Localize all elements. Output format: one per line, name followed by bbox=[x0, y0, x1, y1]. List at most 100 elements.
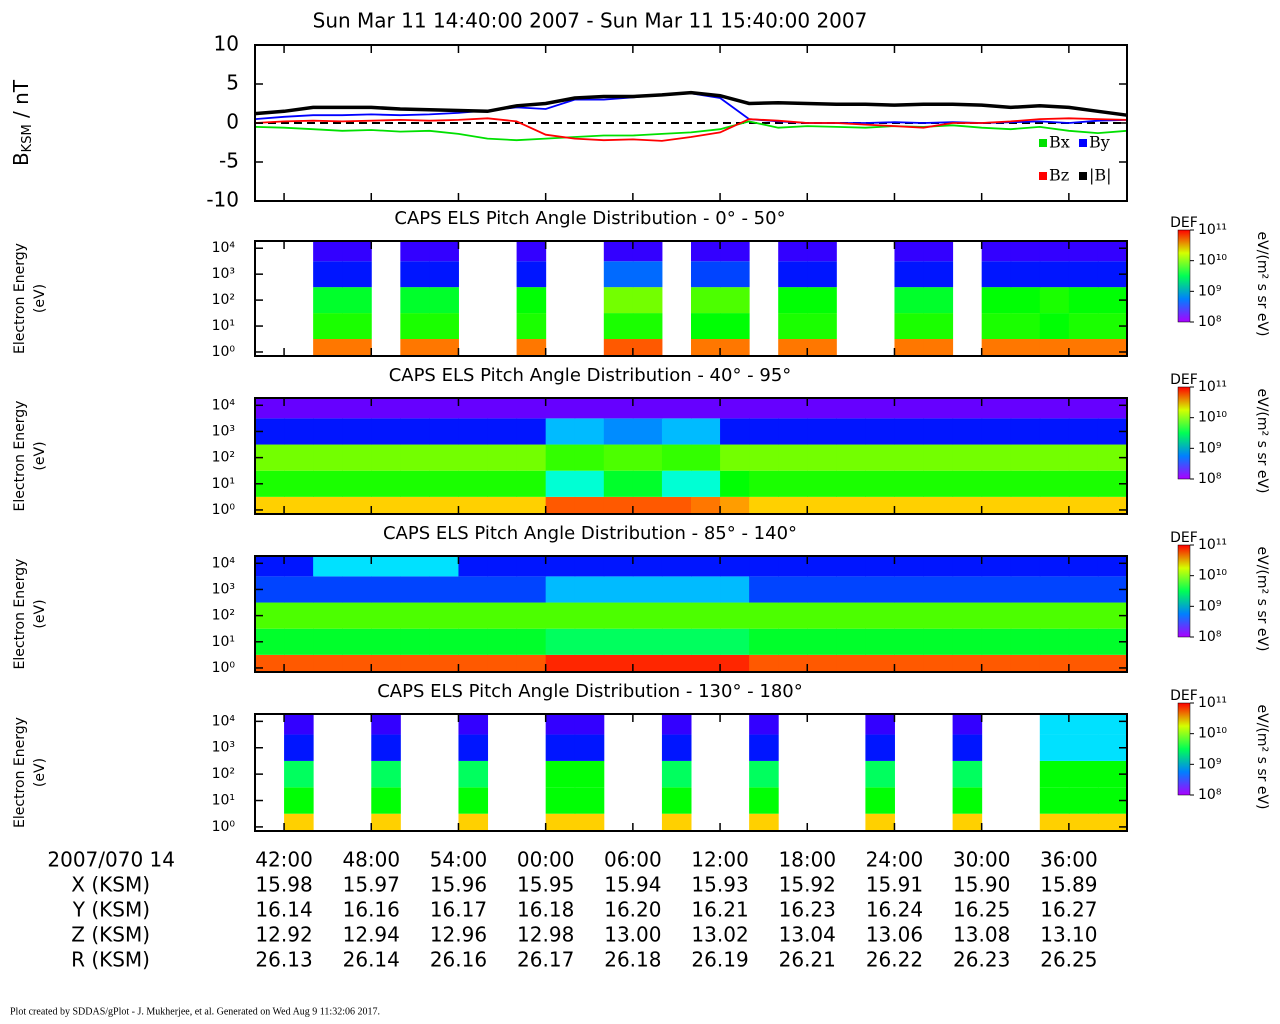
colorbar-tick-label: 10⁸ bbox=[1198, 471, 1222, 487]
spectrogram-cell bbox=[632, 287, 663, 314]
spectrogram-cell bbox=[458, 714, 489, 735]
spectrogram-cell bbox=[1010, 556, 1041, 577]
spectrogram-cell bbox=[661, 714, 692, 735]
spectrogram-cell bbox=[342, 496, 372, 514]
colorbar bbox=[1177, 544, 1191, 638]
colorbar-unit: eV/(m² s sr eV) bbox=[1254, 389, 1270, 494]
spectrogram-cell bbox=[429, 313, 459, 340]
spectrogram-cell bbox=[1010, 602, 1041, 629]
colorbar-tick-label: 10¹¹ bbox=[1198, 695, 1227, 711]
spectrogram-cell bbox=[807, 444, 837, 471]
ephemeris-value: 16.18 bbox=[517, 898, 574, 922]
spectrogram-cell bbox=[1010, 470, 1041, 497]
spectrogram-cell bbox=[545, 602, 576, 629]
plot-frame bbox=[254, 555, 1128, 673]
legend-label: Bz bbox=[1049, 166, 1069, 185]
spectrogram-cell bbox=[807, 287, 837, 314]
spectrogram-cell bbox=[952, 496, 983, 514]
spectrogram-cell bbox=[661, 418, 692, 445]
spectrogram-cell bbox=[429, 576, 459, 603]
y-axis-label: Electron Energy bbox=[12, 717, 28, 828]
spectrogram-cell bbox=[1068, 787, 1099, 814]
x-tick-label: 06:00 bbox=[604, 848, 662, 872]
colorbar-label: DEF bbox=[1170, 530, 1198, 546]
spectrogram-cell bbox=[574, 787, 605, 814]
ephemeris-value: 26.21 bbox=[779, 948, 836, 972]
spectrogram-cell bbox=[255, 556, 285, 577]
spectrogram-cell bbox=[429, 496, 459, 514]
spectrogram-cell bbox=[778, 418, 808, 445]
spectrogram-cell bbox=[429, 654, 459, 672]
spectrogram-cell bbox=[923, 287, 954, 314]
spectrogram-cell bbox=[632, 496, 663, 514]
legend-swatch bbox=[1079, 172, 1087, 180]
spectrogram-cell bbox=[603, 628, 634, 655]
ephemeris-value: 26.17 bbox=[517, 948, 574, 972]
ephemeris-value: 12.92 bbox=[255, 923, 312, 947]
spectrogram-cell bbox=[836, 556, 866, 577]
y-tick-label: 0 bbox=[226, 110, 239, 134]
spectrogram-cell bbox=[516, 496, 547, 514]
spectrogram-cell bbox=[923, 418, 954, 445]
x-tick-label: 18:00 bbox=[778, 848, 836, 872]
x-tick-label: 12:00 bbox=[691, 848, 749, 872]
spectrogram-cell bbox=[545, 470, 576, 497]
y-tick-label: 10⁰ bbox=[212, 819, 236, 835]
spectrogram-cell bbox=[807, 496, 837, 514]
spectrogram-cell bbox=[371, 576, 401, 603]
spectrogram-cell bbox=[865, 760, 895, 788]
ephemeris-value: 15.95 bbox=[517, 873, 574, 897]
spectrogram-cell bbox=[574, 760, 605, 788]
spectrogram-cell bbox=[342, 628, 372, 655]
ephemeris-value: 26.23 bbox=[953, 948, 1010, 972]
spectrogram-cell bbox=[720, 496, 750, 514]
spectrogram-cell bbox=[1010, 313, 1041, 340]
spectrogram-cell bbox=[865, 398, 895, 419]
spectrogram-cell bbox=[342, 654, 372, 672]
spectrogram-cell bbox=[371, 602, 401, 629]
ephemeris-value: 15.97 bbox=[343, 873, 400, 897]
spectrogram-cell bbox=[981, 470, 1012, 497]
spectrogram-cell bbox=[574, 813, 605, 831]
ephemeris-value: 16.25 bbox=[953, 898, 1010, 922]
spectrogram-cell bbox=[400, 313, 430, 340]
ephemeris-value: 12.96 bbox=[430, 923, 487, 947]
spectrogram-cell bbox=[661, 602, 692, 629]
spectrogram-cell bbox=[632, 398, 663, 419]
spectrogram-cell bbox=[632, 628, 663, 655]
spectrogram-cell bbox=[894, 470, 925, 497]
spectrogram-cell bbox=[487, 470, 518, 497]
spectrogram-cell bbox=[807, 241, 837, 262]
ephemeris-value: 13.10 bbox=[1040, 923, 1097, 947]
spectrogram-cell bbox=[632, 339, 663, 356]
spectrogram-cell bbox=[981, 602, 1012, 629]
spectrogram-cell bbox=[1010, 576, 1041, 603]
spectrogram-cell bbox=[836, 654, 866, 672]
spectrogram-cell bbox=[661, 496, 692, 514]
spectrogram-cell bbox=[836, 602, 866, 629]
spectrogram-cell bbox=[342, 556, 372, 577]
spectrogram-cell bbox=[603, 418, 634, 445]
panel-title: CAPS ELS Pitch Angle Distribution - 40° … bbox=[389, 365, 792, 386]
spectrogram-cell bbox=[691, 654, 721, 672]
spectrogram-cell bbox=[371, 444, 401, 471]
spectrogram-cell bbox=[284, 418, 314, 445]
spectrogram-cell bbox=[691, 261, 721, 288]
spectrogram-cell bbox=[1039, 714, 1070, 735]
spectrogram-cell bbox=[894, 556, 925, 577]
spectrogram-cell bbox=[1010, 241, 1041, 262]
spectrogram-cell bbox=[603, 556, 634, 577]
spectrogram-cell bbox=[574, 576, 605, 603]
y-tick-label: 10⁴ bbox=[212, 713, 236, 729]
spectrogram-cell bbox=[516, 654, 547, 672]
spectrogram-cell bbox=[1010, 654, 1041, 672]
spectrogram-cell bbox=[632, 241, 663, 262]
spectrogram-cell bbox=[778, 261, 808, 288]
spectrogram-cell bbox=[865, 470, 895, 497]
spectrogram-cell bbox=[1068, 714, 1099, 735]
spectrogram-cell bbox=[720, 241, 750, 262]
y-tick-label: 10⁰ bbox=[212, 344, 236, 360]
spectrogram-cell bbox=[1039, 418, 1070, 445]
spectrogram-cell bbox=[720, 339, 750, 356]
spectrogram-cell bbox=[458, 734, 489, 761]
